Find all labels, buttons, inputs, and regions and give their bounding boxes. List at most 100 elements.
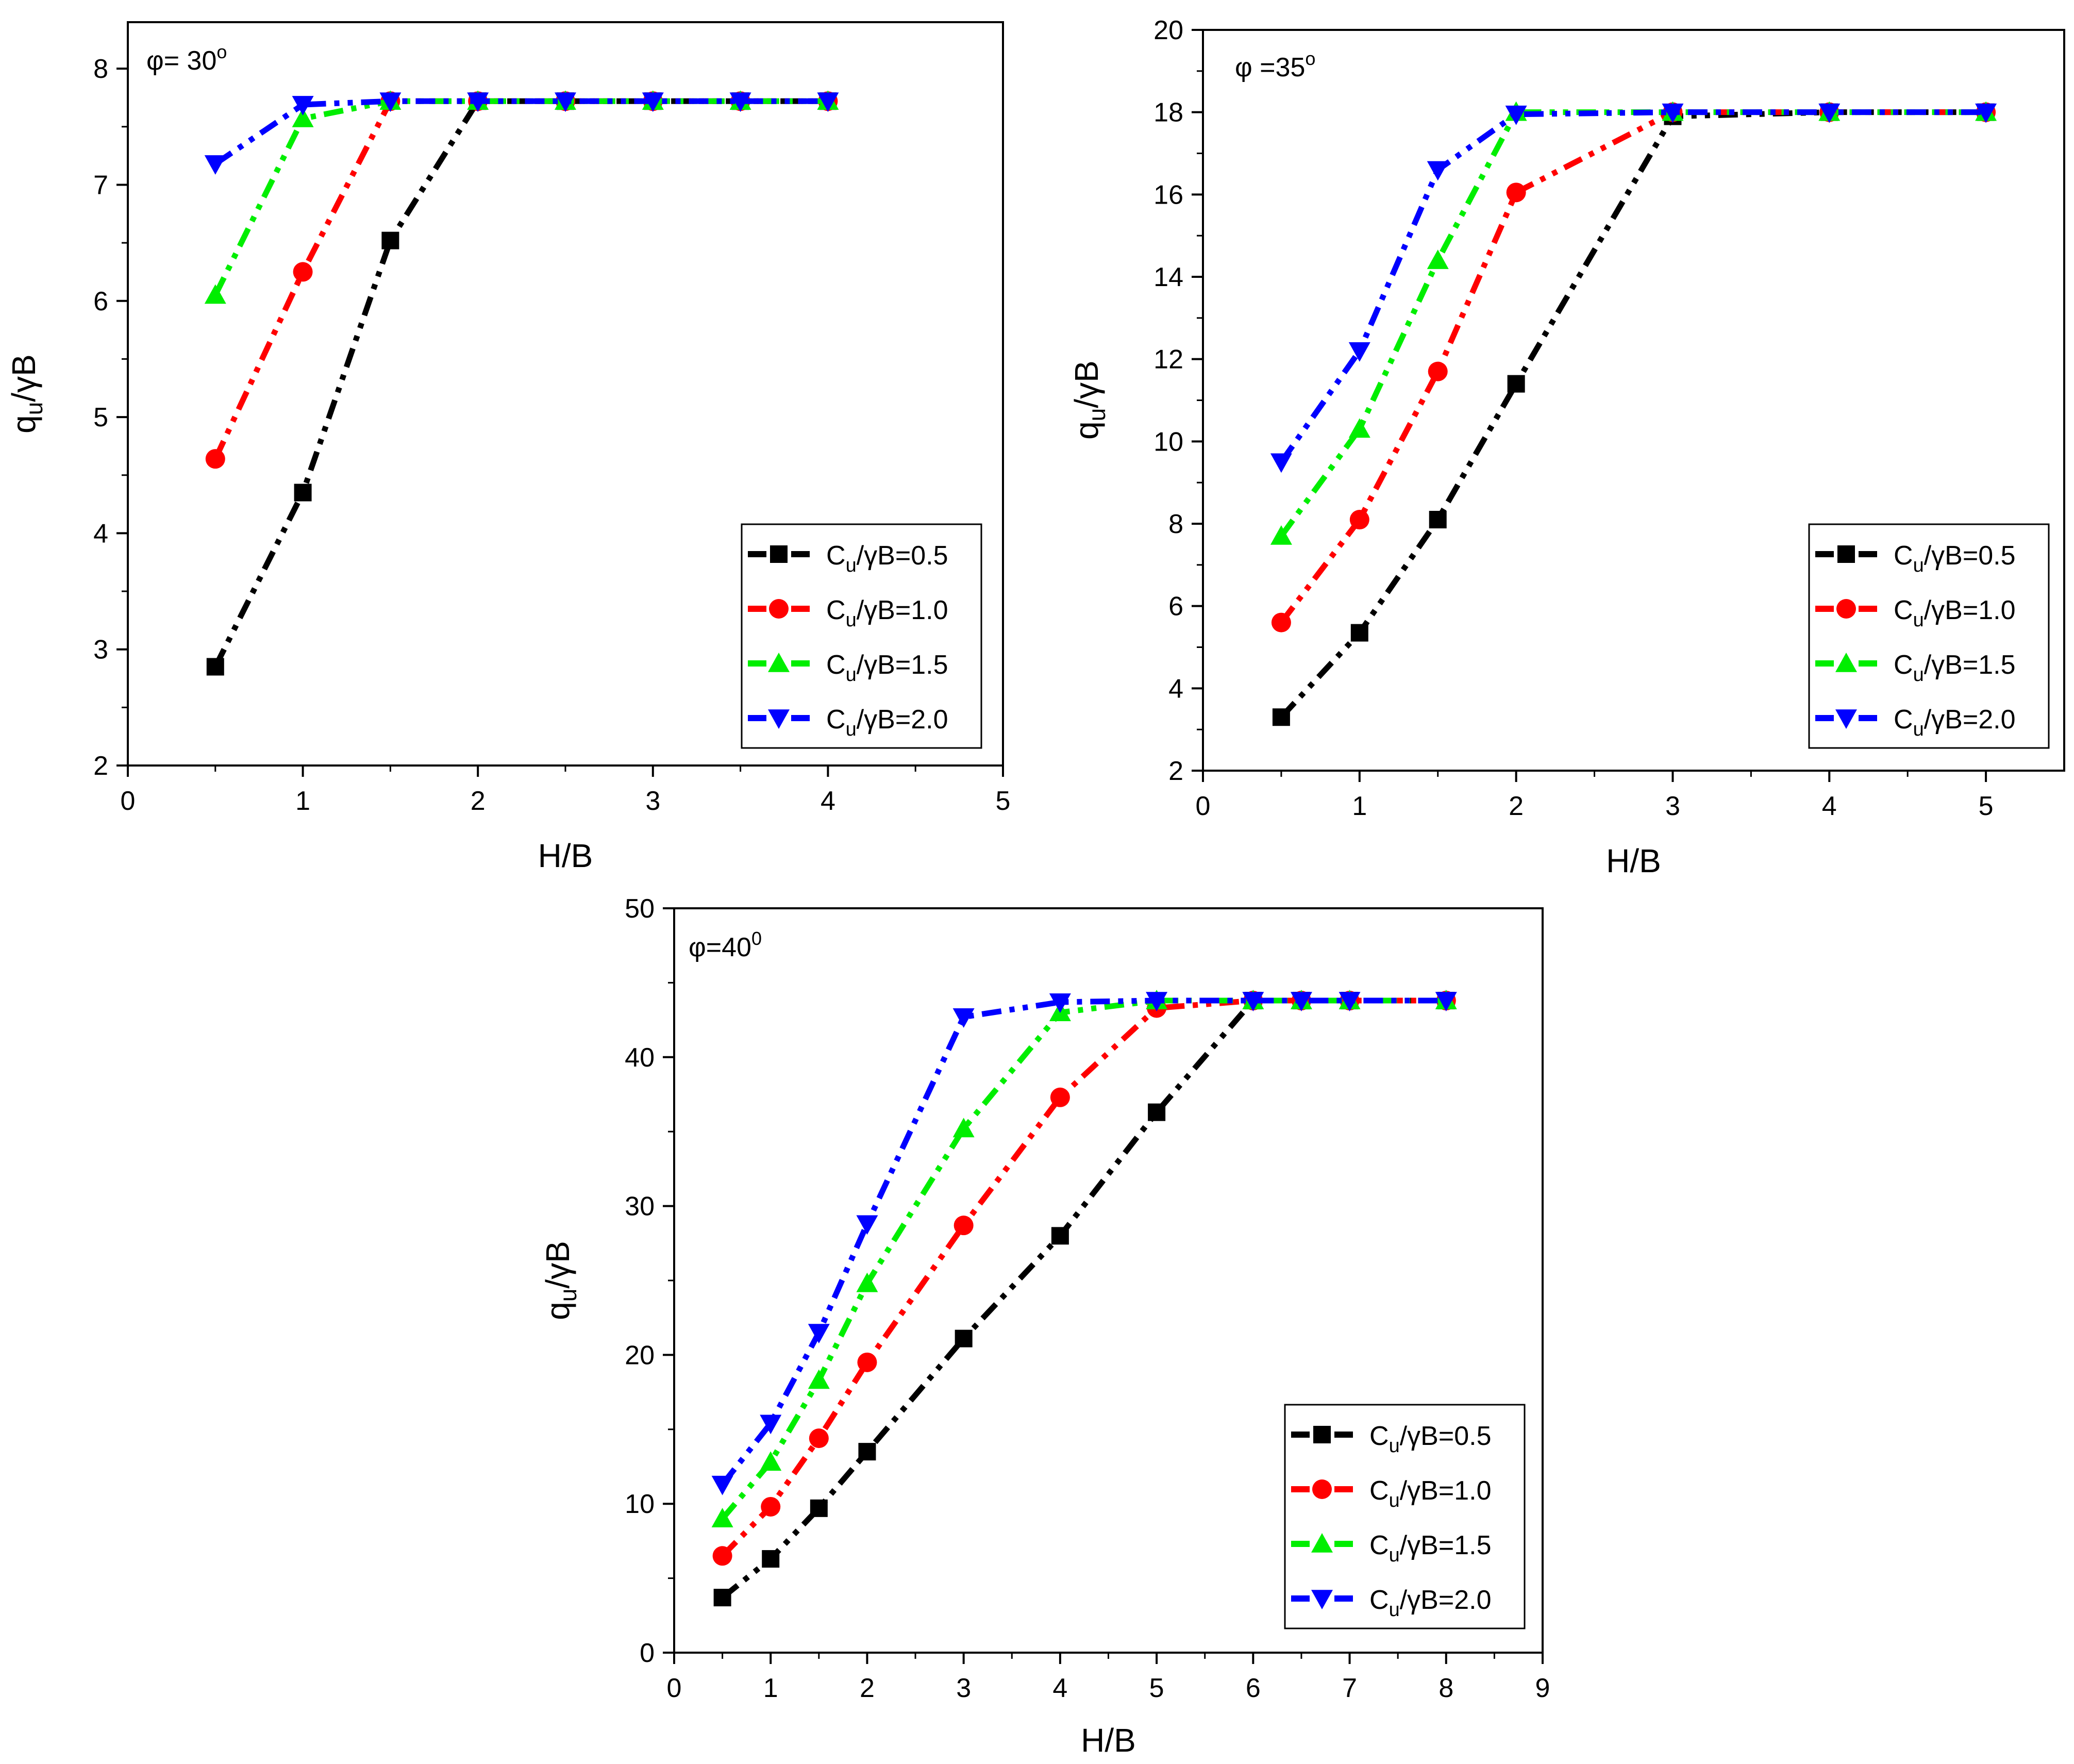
- data-point: [1148, 1103, 1166, 1121]
- data-point: [1290, 992, 1312, 1012]
- data-point: [1049, 993, 1071, 1013]
- data-point: [467, 92, 489, 112]
- data-point: [713, 1589, 731, 1607]
- panel-title: φ= 30o: [146, 41, 227, 76]
- data-point: [711, 1475, 733, 1495]
- data-point: [1270, 525, 1292, 545]
- data-point: [1348, 342, 1370, 362]
- chart-panel-3: 0 1 2 3 4 5 6 7 8 9 0 10 20 30 40 50 H/B qu/γB φ=400 Cu/γB=…: [539, 894, 1550, 1759]
- x-tick-label: 9: [1535, 1673, 1550, 1703]
- legend: Cu/γB=0.5 Cu/γB=1.0 Cu/γB=1.5 Cu/γB=2.0: [1284, 1404, 1526, 1629]
- x-axis-label: H/B: [1606, 842, 1661, 879]
- series-line: [720, 997, 1446, 1487]
- y-tick-label: 18: [1153, 98, 1183, 128]
- legend-label: Cu/γB=2.0: [826, 705, 948, 740]
- data-point: [294, 484, 312, 502]
- data-point: [760, 1451, 782, 1471]
- x-tick-label: 5: [1149, 1673, 1164, 1703]
- data-point: [761, 1496, 781, 1517]
- data-point: [712, 1546, 732, 1566]
- x-tick-label: 7: [1342, 1673, 1357, 1703]
- legend-marker: [1312, 1479, 1332, 1499]
- x-tick-label: 1: [295, 786, 310, 816]
- y-tick-label: 8: [1168, 509, 1183, 539]
- data-point: [1350, 624, 1368, 642]
- legend-entry: Cu/γB=0.5: [1815, 541, 2016, 576]
- x-tick-label: 3: [956, 1673, 971, 1703]
- data-point: [1146, 992, 1168, 1012]
- series-line: [212, 98, 828, 668]
- x-tick-label: 8: [1439, 1673, 1453, 1703]
- legend-marker: [769, 599, 789, 619]
- legend-label: Cu/γB=2.0: [1894, 705, 2016, 740]
- legend-label: Cu/γB=2.0: [1369, 1585, 1492, 1621]
- data-point: [1270, 453, 1292, 473]
- y-tick-label: 30: [625, 1192, 655, 1222]
- legend-marker: [1835, 709, 1857, 729]
- x-tick-label: 3: [1665, 791, 1680, 821]
- legend-entry: Cu/γB=2.0: [1815, 705, 2016, 740]
- data-point: [810, 1499, 828, 1517]
- series-2: [205, 91, 838, 469]
- legend-entry: Cu/γB=2.0: [1291, 1585, 1492, 1621]
- data-point: [762, 1550, 780, 1568]
- data-point: [379, 92, 402, 112]
- series-4: [204, 92, 839, 175]
- legend-marker: [768, 653, 790, 672]
- x-tick-label: 0: [1196, 791, 1211, 821]
- data-point: [555, 92, 576, 112]
- data-point: [1271, 612, 1291, 633]
- y-tick-label: 16: [1153, 180, 1183, 210]
- x-axis-label: H/B: [1081, 1722, 1136, 1759]
- data-point: [856, 1215, 878, 1235]
- y-tick-label: 6: [1168, 592, 1183, 622]
- legend-label: Cu/γB=0.5: [826, 541, 948, 576]
- x-axis-label: H/B: [538, 837, 593, 874]
- x-tick-label: 4: [821, 786, 835, 816]
- data-point: [292, 108, 314, 127]
- series-4: [711, 992, 1457, 1495]
- legend-entry: Cu/γB=1.5: [748, 650, 948, 686]
- data-point: [381, 231, 399, 249]
- y-tick-label: 7: [93, 170, 108, 200]
- data-point: [1428, 361, 1448, 381]
- data-point: [1427, 249, 1449, 269]
- data-point: [293, 262, 313, 282]
- legend-entry: Cu/γB=1.0: [1291, 1476, 1492, 1511]
- data-point: [1507, 375, 1525, 393]
- data-point: [205, 449, 225, 469]
- data-point: [952, 1008, 975, 1028]
- series-line: [213, 98, 828, 167]
- panel-title: φ =35o: [1235, 48, 1315, 82]
- data-point: [642, 92, 664, 112]
- data-point: [204, 155, 226, 175]
- x-tick-label: 1: [1352, 791, 1367, 821]
- data-point: [809, 1428, 829, 1449]
- data-point: [857, 1352, 877, 1372]
- legend-marker: [1836, 599, 1856, 619]
- legend-marker: [768, 709, 790, 729]
- y-tick-label: 20: [625, 1340, 655, 1370]
- data-point: [954, 1216, 974, 1236]
- y-tick-label: 6: [93, 287, 108, 317]
- legend-label: Cu/γB=1.0: [1369, 1476, 1492, 1511]
- legend-label: Cu/γB=0.5: [1369, 1421, 1492, 1457]
- x-tick-label: 6: [1246, 1673, 1261, 1703]
- x-tick-label: 2: [1509, 791, 1524, 821]
- x-tick-label: 3: [645, 786, 660, 816]
- data-point: [1506, 182, 1526, 203]
- x-tick-label: 2: [860, 1673, 875, 1703]
- legend-marker: [1837, 545, 1855, 563]
- x-tick-label: 0: [667, 1673, 682, 1703]
- data-point: [955, 1329, 973, 1347]
- data-point: [1429, 511, 1447, 529]
- x-tick-label: 0: [121, 786, 136, 816]
- data-point: [1051, 1227, 1069, 1245]
- legend-entry: Cu/γB=1.5: [1291, 1530, 1492, 1566]
- data-point: [1975, 103, 1997, 123]
- data-point: [817, 92, 839, 112]
- y-axis-label: qu/γB: [539, 1241, 581, 1320]
